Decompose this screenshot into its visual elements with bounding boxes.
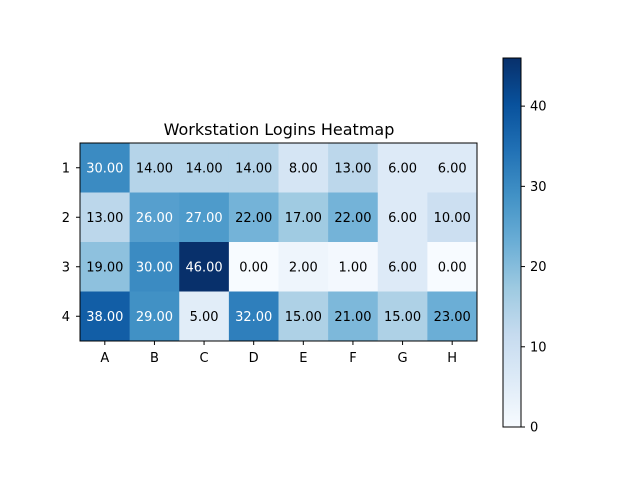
heatmap-cell-4-E bbox=[278, 291, 329, 342]
heatmap-cell-3-B bbox=[129, 242, 180, 292]
colorbar-tick-label: 10 bbox=[530, 340, 547, 355]
cell-value-label: 26.00 bbox=[136, 211, 173, 226]
colorbar-tick-label: 40 bbox=[530, 100, 547, 115]
cell-value-label: 10.00 bbox=[434, 211, 471, 226]
heatmap-cell-labels: 30.00 14.00 14.00 14.00 8.00 13.00 6.00 6.00 13.… bbox=[86, 161, 471, 325]
cell-value-label: 5.00 bbox=[190, 310, 219, 325]
x-tick-label: E bbox=[299, 351, 307, 366]
cell-value-label: 29.00 bbox=[136, 310, 173, 325]
heatmap-cell-3-H bbox=[427, 242, 478, 292]
cell-value-label: 19.00 bbox=[86, 260, 123, 275]
heatmap-cell-1-F bbox=[328, 143, 379, 193]
x-tick-label: D bbox=[249, 351, 259, 366]
cell-value-label: 21.00 bbox=[334, 310, 371, 325]
cell-value-label: 14.00 bbox=[185, 161, 222, 176]
heatmap-cell-1-A bbox=[80, 143, 131, 193]
colorbar-ticks: 0 10 20 30 40 bbox=[521, 100, 547, 436]
y-tick-label: 3 bbox=[62, 260, 70, 275]
y-tick-label: 1 bbox=[62, 161, 70, 176]
heatmap-cell-4-H bbox=[427, 291, 478, 342]
cell-value-label: 22.00 bbox=[334, 211, 371, 226]
cell-value-label: 46.00 bbox=[185, 260, 222, 275]
cell-value-label: 17.00 bbox=[285, 211, 322, 226]
heatmap-cell-1-C bbox=[179, 143, 230, 193]
colorbar bbox=[502, 57, 522, 428]
heatmap-cell-2-A bbox=[80, 192, 131, 243]
x-tick-label: H bbox=[447, 351, 457, 366]
heatmap-cell-3-F bbox=[328, 242, 379, 292]
heatmap-cell-3-A bbox=[80, 242, 131, 292]
heatmap-cell-3-G bbox=[377, 242, 428, 292]
colorbar-tick-label: 20 bbox=[530, 260, 547, 275]
x-axis: A B C D E F G H bbox=[100, 341, 457, 366]
heatmap-cells bbox=[80, 143, 478, 342]
heatmap-cell-1-H bbox=[427, 143, 478, 193]
cell-value-label: 0.00 bbox=[438, 260, 467, 275]
cell-value-label: 13.00 bbox=[86, 211, 123, 226]
colorbar-tick-label: 30 bbox=[530, 180, 547, 195]
heatmap-cell-1-D bbox=[228, 143, 279, 193]
cell-value-label: 22.00 bbox=[235, 211, 272, 226]
colorbar-tick-label: 0 bbox=[530, 421, 538, 436]
cell-value-label: 15.00 bbox=[285, 310, 322, 325]
heatmap-cell-2-H bbox=[427, 192, 478, 243]
cell-value-label: 2.00 bbox=[289, 260, 318, 275]
heatmap-cell-2-B bbox=[129, 192, 180, 243]
cell-value-label: 6.00 bbox=[438, 161, 467, 176]
cell-value-label: 14.00 bbox=[136, 161, 173, 176]
cell-value-label: 6.00 bbox=[388, 161, 417, 176]
cell-value-label: 32.00 bbox=[235, 310, 272, 325]
heatmap-cell-2-D bbox=[228, 192, 279, 243]
heatmap-cell-3-D bbox=[228, 242, 279, 292]
cell-value-label: 27.00 bbox=[185, 211, 222, 226]
cell-value-label: 14.00 bbox=[235, 161, 272, 176]
x-tick-label: B bbox=[150, 351, 159, 366]
plot-frame bbox=[79, 142, 478, 342]
cell-value-label: 6.00 bbox=[388, 260, 417, 275]
heatmap-cell-4-C bbox=[179, 291, 230, 342]
heatmap-cell-3-E bbox=[278, 242, 329, 292]
cell-value-label: 15.00 bbox=[384, 310, 421, 325]
cell-value-label: 30.00 bbox=[86, 161, 123, 176]
chart-title: Workstation Logins Heatmap bbox=[164, 120, 395, 139]
y-tick-label: 4 bbox=[62, 310, 70, 325]
x-tick-label: A bbox=[100, 351, 109, 366]
cell-value-label: 23.00 bbox=[434, 310, 471, 325]
cell-value-label: 38.00 bbox=[86, 310, 123, 325]
heatmap-cell-2-C bbox=[179, 192, 230, 243]
cell-value-label: 30.00 bbox=[136, 260, 173, 275]
heatmap-cell-4-B bbox=[129, 291, 180, 342]
heatmap-cell-3-C bbox=[179, 242, 230, 292]
x-tick-label: F bbox=[349, 351, 356, 366]
cell-value-label: 6.00 bbox=[388, 211, 417, 226]
heatmap-cell-4-G bbox=[377, 291, 428, 342]
x-tick-label: G bbox=[398, 351, 408, 366]
heatmap-cell-1-E bbox=[278, 143, 329, 193]
cell-value-label: 1.00 bbox=[338, 260, 367, 275]
heatmap-cell-4-D bbox=[228, 291, 279, 342]
heatmap-cell-2-F bbox=[328, 192, 379, 243]
heatmap-cell-1-B bbox=[129, 143, 180, 193]
heatmap-cell-4-F bbox=[328, 291, 379, 342]
heatmap-cell-1-G bbox=[377, 143, 428, 193]
x-tick-label: C bbox=[200, 351, 209, 366]
heatmap-cell-2-G bbox=[377, 192, 428, 243]
cell-value-label: 8.00 bbox=[289, 161, 318, 176]
y-axis: 1 2 3 4 bbox=[62, 161, 80, 325]
heatmap-cell-4-A bbox=[80, 291, 131, 342]
y-tick-label: 2 bbox=[62, 211, 70, 226]
cell-value-label: 0.00 bbox=[239, 260, 268, 275]
heatmap-cell-2-E bbox=[278, 192, 329, 243]
cell-value-label: 13.00 bbox=[334, 161, 371, 176]
